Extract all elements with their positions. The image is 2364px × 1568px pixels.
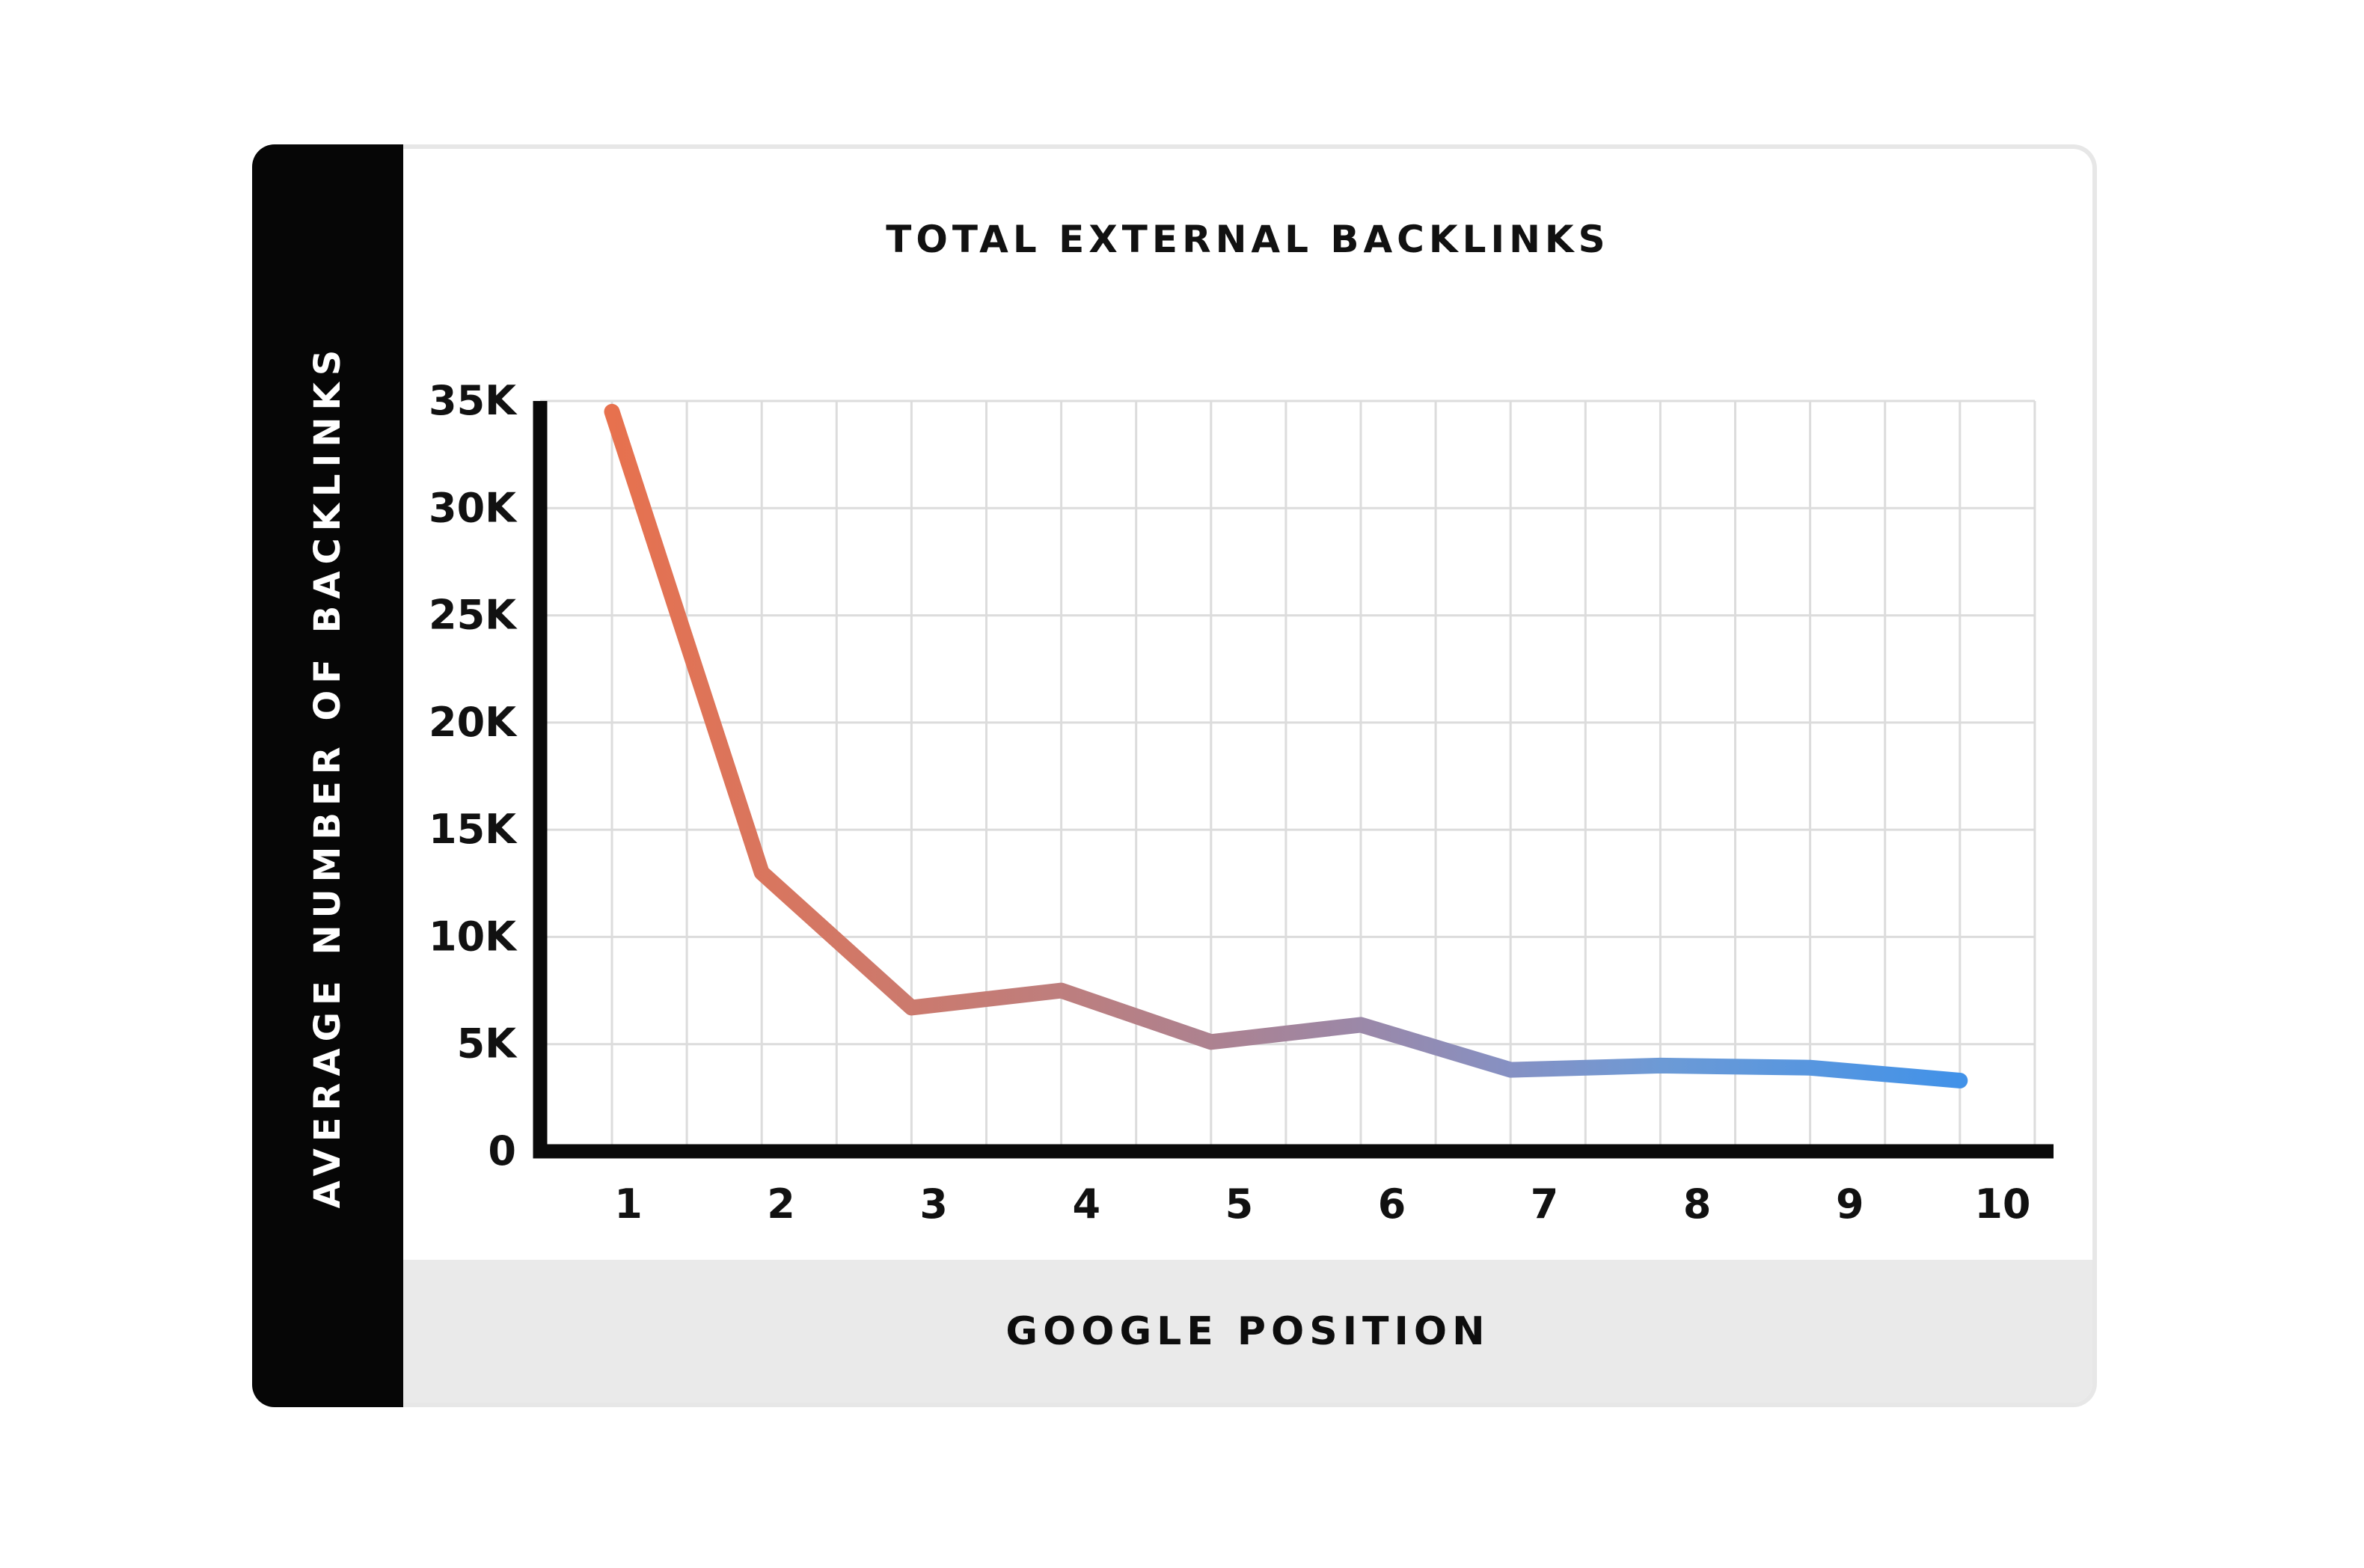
x-tick-label: 2 [767,1180,795,1228]
x-tick-label: 7 [1531,1180,1559,1228]
y-tick-label: 25K [429,592,518,639]
y-axis-title: AVERAGE NUMBER OF BACKLINKS [307,343,349,1209]
y-tick-label: 20K [429,699,518,746]
y-tick-label: 30K [429,484,518,531]
x-tick-label: 10 [1974,1180,2030,1228]
x-tick-label: 5 [1225,1180,1254,1228]
line-chart: 0 5K 10K 15K 20K 25K 30K 35K 1 2 3 4 5 6 7 8 9 10 [429,377,2054,1228]
y-tick-label: 10K [429,913,518,960]
y-axis-line [533,401,548,1159]
x-tick-label: 6 [1378,1180,1406,1228]
x-tick-label: 3 [919,1180,948,1228]
y-axis-strip: AVERAGE NUMBER OF BACKLINKS [252,144,403,1407]
x-tick-label: 1 [614,1180,643,1228]
x-tick-label: 9 [1836,1180,1864,1228]
x-axis-strip: GOOGLE POSITION [403,1260,2092,1403]
x-tick-label: 4 [1073,1180,1101,1228]
data-line [604,403,1968,1088]
chart-figure: AVERAGE NUMBER OF BACKLINKS TOTAL EXTERN… [252,144,2097,1407]
x-tick-label: 8 [1683,1180,1712,1228]
y-tick-label: 35K [429,377,518,424]
x-axis-title: GOOGLE POSITION [1005,1308,1490,1354]
y-tick-label: 0 [488,1127,516,1175]
chart-card: TOTAL EXTERNAL BACKLINKS 0 5K 10K 15K 20K 25K… [403,144,2097,1407]
chart-title: TOTAL EXTERNAL BACKLINKS [886,218,1610,261]
y-tick-label: 5K [457,1020,518,1068]
x-axis-line [533,1144,2054,1159]
y-tick-label: 15K [429,806,518,853]
